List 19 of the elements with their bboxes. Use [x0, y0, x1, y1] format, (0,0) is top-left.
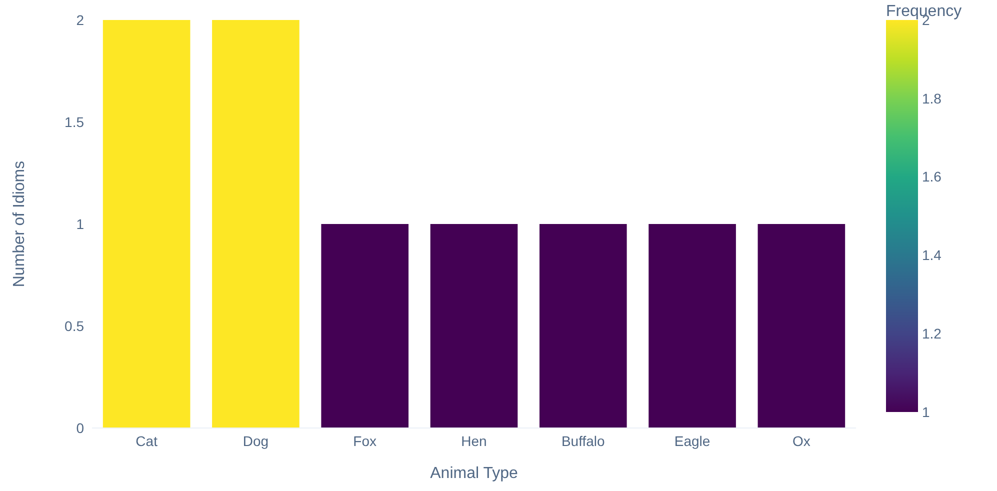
color-bar-label: 1.6 — [922, 168, 942, 185]
color-bar-label: 1.8 — [922, 90, 942, 106]
color-bar-label: 1.4 — [922, 247, 942, 264]
x-axis-title: Animal Type — [430, 465, 518, 482]
x-tick-label: Cat — [136, 433, 158, 449]
color-bar-label: 1 — [922, 404, 930, 420]
color-bar-label: 1.2 — [922, 326, 942, 342]
y-tick-label: 2 — [76, 12, 84, 28]
y-tick-label: 0 — [76, 420, 84, 436]
y-tick-label: 1 — [76, 216, 84, 232]
x-tick-label: Eagle — [674, 433, 710, 449]
x-tick-label: Ox — [792, 433, 810, 449]
y-tick-label: 1.5 — [64, 114, 84, 130]
x-tick-label: Buffalo — [561, 433, 606, 449]
x-tick-label: Fox — [353, 433, 377, 449]
y-tick-label: 0.5 — [64, 318, 84, 334]
y-axis-title: Number of Idioms — [11, 160, 28, 288]
x-tick-label: Hen — [461, 433, 487, 449]
x-tick-label: Dog — [242, 433, 269, 449]
